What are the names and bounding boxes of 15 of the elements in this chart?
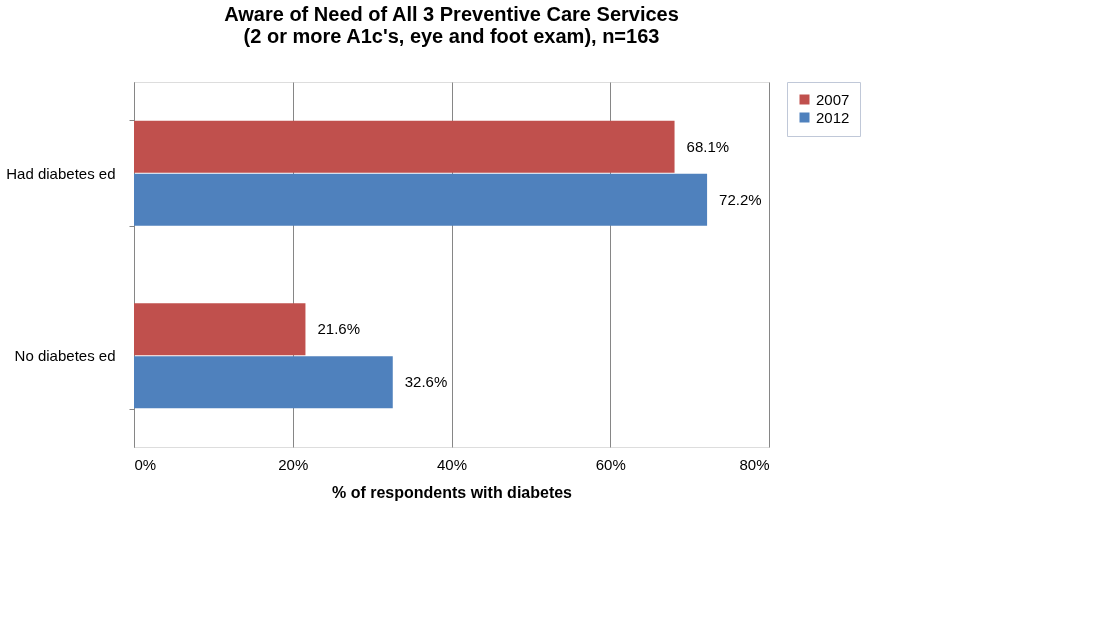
data-label: 68.1% bbox=[686, 137, 730, 155]
y-tick-label: No diabetes ed bbox=[14, 347, 116, 365]
data-label: 72.2% bbox=[719, 190, 762, 208]
x-tick-label: 40% bbox=[436, 455, 468, 473]
chart-title: Aware of Need of All 3 Preventive Care Services (2 or more A1c's, eye and foot exam), n=163 bbox=[224, 3, 679, 47]
legend-label: 2007 bbox=[816, 90, 850, 108]
x-axis-title: % of respondents with diabetes bbox=[331, 483, 573, 501]
x-tick-label: 80% bbox=[739, 455, 770, 473]
y-tick-label: Had diabetes ed bbox=[6, 164, 116, 182]
legend-label: 2012 bbox=[816, 108, 850, 126]
x-tick-label: 0% bbox=[134, 455, 157, 473]
x-tick-label: 60% bbox=[595, 455, 626, 473]
x-tick-label: 20% bbox=[278, 455, 309, 473]
data-label: 21.6% bbox=[317, 320, 360, 338]
data-label: 32.6% bbox=[404, 373, 448, 391]
